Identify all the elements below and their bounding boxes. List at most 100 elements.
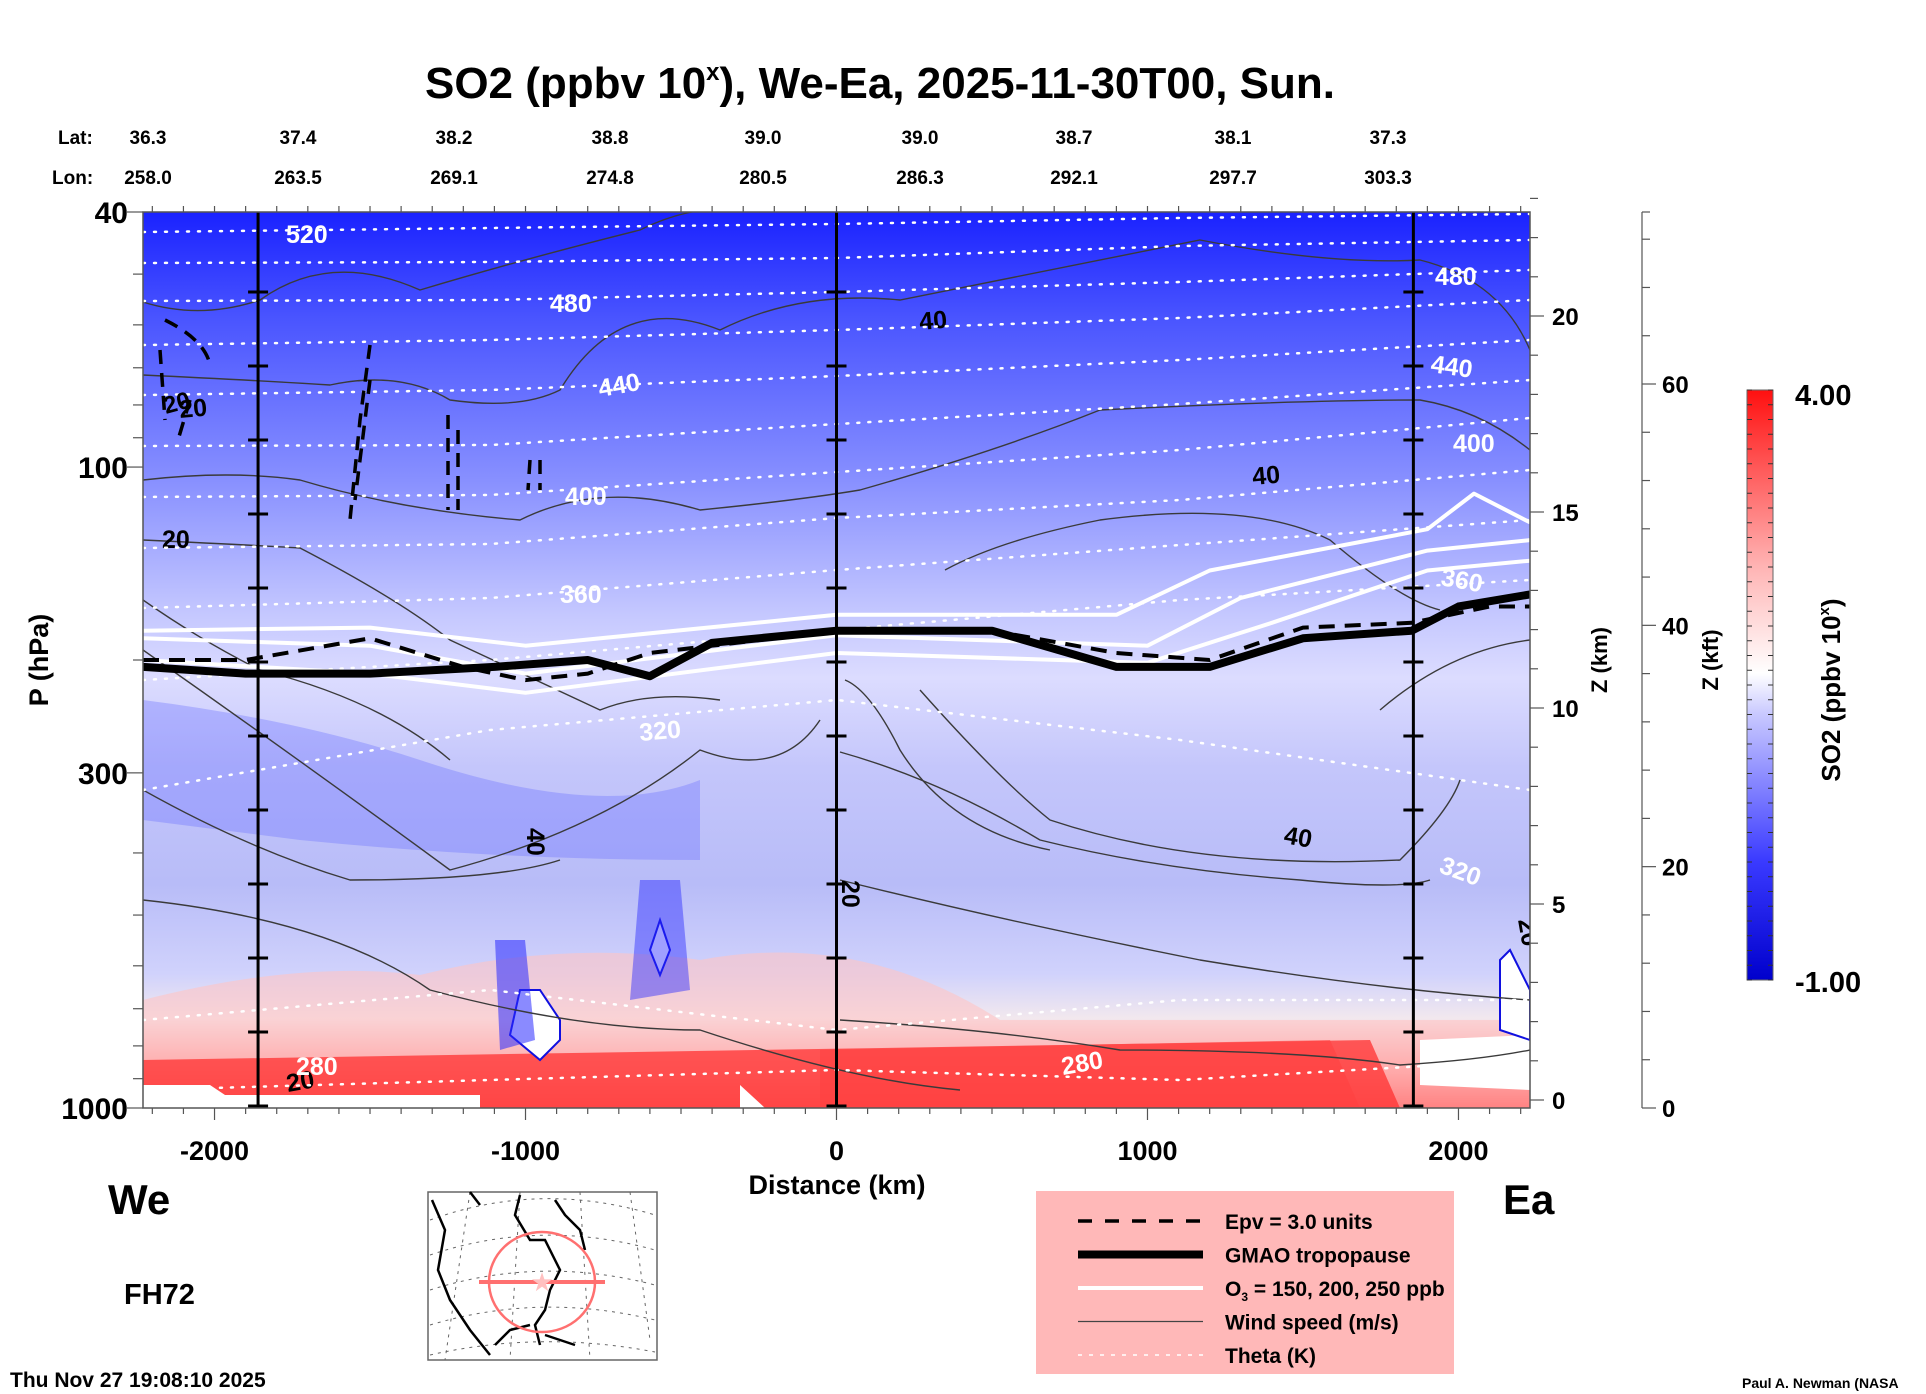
wind-speed-contour (839, 751, 1431, 886)
ozone-contour (143, 538, 1530, 676)
x-tick-label: 1000 (1117, 1136, 1177, 1166)
epv-contour-loop (446, 415, 460, 510)
zkft-tick-label: 0 (1662, 1096, 1675, 1123)
wind-speed-contour (919, 689, 1461, 863)
legend-item: Wind speed (m/s) (1078, 1312, 1399, 1335)
lat-value: 38.2 (436, 128, 473, 149)
theta-label: 480 (1435, 263, 1477, 291)
wind-speed-contour (839, 1019, 1530, 1066)
lon-value: 280.5 (739, 168, 787, 189)
surface-mask-west (143, 1085, 480, 1108)
legend-item: Theta (K) (1078, 1345, 1316, 1368)
zkm-tick-label: 0 (1552, 1088, 1565, 1115)
y-tick-label: 1000 (61, 1093, 128, 1126)
wind-speed-contour (844, 679, 1051, 851)
ozone-contour (143, 491, 1530, 648)
lon-value: 263.5 (274, 168, 322, 189)
wind-speed-label: 40 (1251, 461, 1281, 491)
colorbar: 4.00 -1.00 SO2 (ppbv 10x) (1746, 380, 1861, 999)
theta-label: 440 (1429, 350, 1474, 384)
lat-value: 36.3 (130, 128, 167, 149)
white-pocket-2 (648, 916, 672, 978)
wind-speed-contour (143, 539, 721, 711)
theta-label: 480 (550, 290, 592, 318)
direction-west-label: We (108, 1176, 170, 1223)
lon-label: Lon: (52, 168, 93, 189)
zkft-tick-label: 60 (1662, 372, 1689, 399)
lat-value: 39.0 (745, 128, 782, 149)
wind-speed-label: 40 (521, 828, 549, 856)
zkm-tick-label: 15 (1552, 500, 1579, 527)
legend-item: GMAO tropopause (1078, 1245, 1411, 1268)
zkm-tick-label: 10 (1552, 696, 1579, 723)
theta-label: 520 (286, 221, 328, 249)
epv-contour: 20 (143, 318, 1530, 683)
x-axis-label: Distance (km) (748, 1170, 925, 1200)
wind-speed-contour (143, 789, 561, 881)
map-coastline (430, 1191, 587, 1356)
zkft-tick-label: 20 (1662, 855, 1689, 882)
lon-value: 303.3 (1364, 168, 1412, 189)
y-axis-label: P (hPa) (24, 614, 54, 707)
lon-value: 269.1 (430, 168, 478, 189)
theta-label: 400 (1453, 430, 1495, 458)
z-km-axis-label: Z (km) (1587, 627, 1612, 693)
legend-label: GMAO tropopause (1225, 1245, 1411, 1268)
lat-value: 38.8 (592, 128, 629, 149)
epv-contour-line (143, 604, 1530, 683)
forecast-hour: FH72 (124, 1279, 195, 1311)
zkm-tick-label: 5 (1552, 892, 1565, 919)
credit: Paul A. Newman (NASA (1742, 1375, 1899, 1391)
colorbar-max-label: 4.00 (1795, 380, 1851, 412)
wind-speed-contour (143, 212, 760, 312)
legend-label: Wind speed (m/s) (1225, 1312, 1399, 1335)
legend-label: O3 = 150, 200, 250 ppb (1225, 1278, 1445, 1304)
y-axis: 40 100 300 1000 (61, 197, 143, 1126)
z-kft-axis: 0 20 40 60 (1641, 211, 1689, 1123)
zkm-tick-label: 20 (1552, 304, 1579, 331)
z-km-axis: 0 5 10 15 20 (1530, 197, 1579, 1115)
map-center-star-icon: ★ (530, 1267, 553, 1297)
lat-value: 39.0 (902, 128, 939, 149)
epv-contour-loop (348, 344, 372, 521)
theta-label: 320 (638, 715, 682, 747)
y-tick-label: 300 (78, 758, 128, 791)
lat-value: 37.3 (1370, 128, 1407, 149)
wind-speed-contour (143, 239, 1530, 405)
blue-plume-1 (495, 940, 535, 1050)
white-patch-east-upper (1499, 948, 1530, 1042)
lat-label: Lat: (58, 128, 93, 149)
theta-label: 280 (296, 1053, 338, 1081)
blue-plume-2 (630, 880, 690, 1000)
ozone-contour (143, 558, 1530, 695)
midlevel-blue-patch (143, 700, 700, 860)
x-axis: -2000 -1000 0 1000 2000 (151, 206, 1522, 1166)
theta-contour (143, 988, 1530, 1032)
wind-speed-contour (944, 512, 1441, 611)
z-kft-axis-label: Z (kft) (1698, 629, 1723, 690)
y-tick-label: 100 (78, 452, 128, 485)
wind-speed-contour (1379, 639, 1530, 711)
lat-value: 37.4 (280, 128, 317, 149)
wind-speed-label: 20 (284, 1066, 316, 1098)
colorbar-label: SO2 (ppbv 10x) (1816, 598, 1846, 781)
wind-speed-label: 20 (178, 394, 208, 424)
theta-label: 360 (560, 581, 602, 609)
surface-mask-mid (740, 1085, 765, 1108)
wind-speed-contour (143, 399, 1530, 521)
legend-item: O3 = 150, 200, 250 ppb (1078, 1278, 1445, 1304)
lon-value: 292.1 (1050, 168, 1098, 189)
epv-contour-loop (526, 459, 542, 491)
wind-speed-label: 20 (1512, 916, 1544, 948)
lat-value: 38.1 (1215, 128, 1252, 149)
x-tick-label: 0 (829, 1136, 844, 1166)
legend-item: Epv = 3.0 units (1078, 1211, 1373, 1234)
lat-lon-header: Lat: Lon: 36.3 258.0 37.4 263.5 38.2 269.1 38.… (52, 128, 1412, 189)
x-tick-label: -2000 (180, 1136, 249, 1166)
legend-label: Epv = 3.0 units (1225, 1211, 1373, 1234)
colorbar-ticks (1747, 389, 1773, 981)
wind-speed-label: 40 (1282, 821, 1314, 853)
colorbar-min-label: -1.00 (1795, 967, 1861, 999)
